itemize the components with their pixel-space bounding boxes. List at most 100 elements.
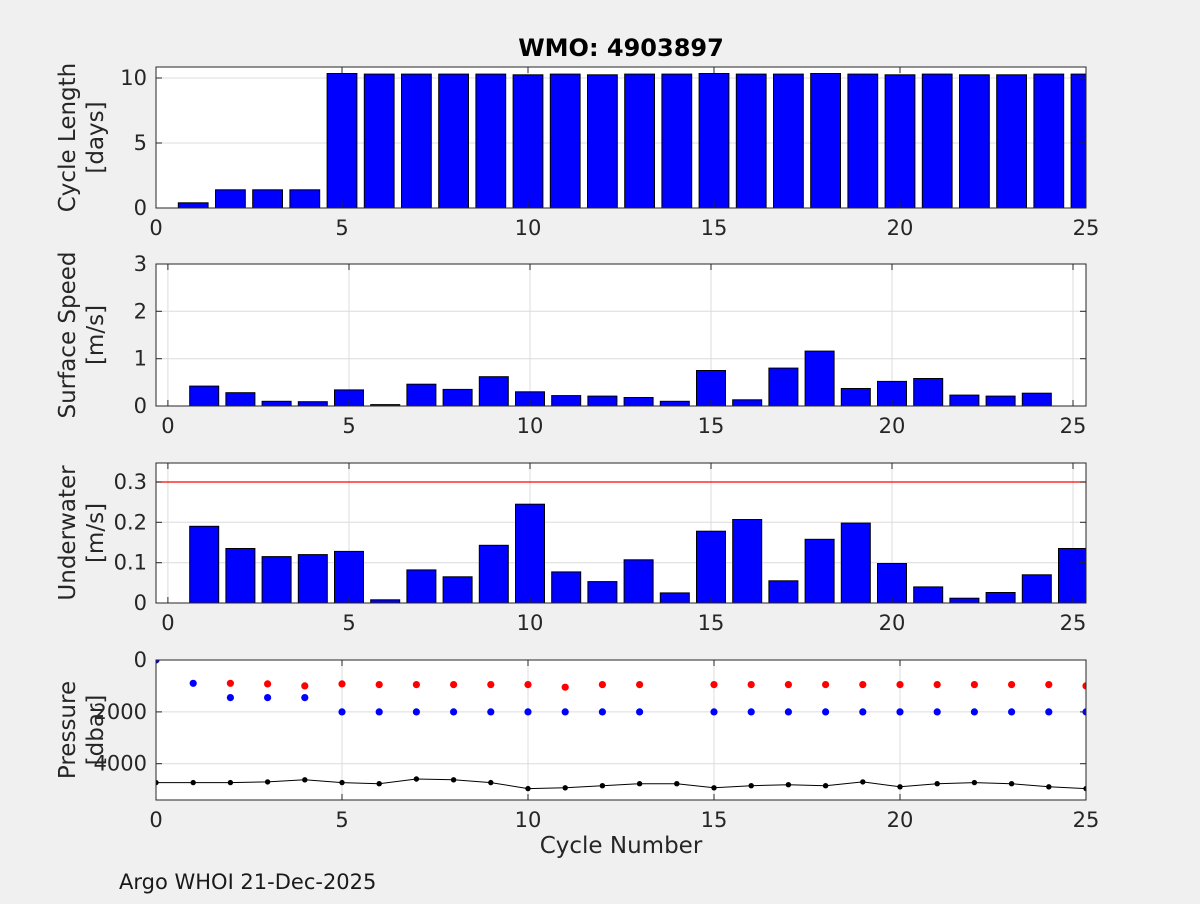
marker-park-pressure	[412, 681, 420, 689]
x-tick-label: 5	[342, 611, 355, 635]
bar	[913, 586, 944, 603]
bar	[261, 400, 292, 406]
x-tick-label: 20	[887, 216, 914, 240]
y-tick-label: 2000	[94, 700, 147, 724]
bar	[1033, 73, 1065, 208]
marker-bottom-pressure	[674, 781, 680, 787]
bar	[225, 392, 256, 406]
x-tick-label: 20	[879, 611, 906, 635]
bar	[334, 550, 364, 603]
marker-bottom-pressure	[785, 782, 792, 788]
marker-profile-pressure	[636, 708, 644, 716]
marker-bottom-pressure	[971, 779, 978, 786]
marker-profile-pressure	[747, 708, 755, 716]
x-tick-label: 5	[342, 414, 355, 438]
marker-profile-pressure	[710, 708, 718, 716]
y-tick-label: 0.3	[114, 470, 147, 494]
y-tick-label: 0.2	[114, 510, 147, 534]
bar	[401, 73, 432, 208]
marker-bottom-pressure	[748, 783, 754, 789]
bar	[215, 189, 246, 208]
bar	[732, 519, 763, 603]
y-tick-label: 2	[134, 299, 147, 323]
bar	[587, 581, 618, 603]
ylabel-pressure: Pressure	[55, 681, 81, 779]
x-tick-label: 15	[701, 216, 728, 240]
marker-park-pressure	[487, 681, 495, 689]
figure-title: WMO: 4903897	[518, 34, 724, 62]
marker-bottom-pressure	[190, 779, 196, 786]
bar	[189, 385, 220, 406]
y-tick-label: 0.1	[114, 551, 147, 575]
x-tick-label: 0	[161, 414, 174, 438]
x-tick-label: 0	[161, 611, 174, 635]
bar	[768, 580, 799, 603]
bar	[1058, 548, 1086, 603]
axes-box	[155, 659, 1087, 801]
marker-bottom-pressure	[264, 779, 271, 785]
bar	[549, 73, 581, 208]
line-bottom-pressure	[156, 778, 1086, 790]
bar	[698, 73, 730, 208]
marker-profile-pressure	[487, 708, 495, 716]
bar	[840, 388, 871, 406]
marker-profile-pressure	[524, 708, 532, 716]
marker-profile-pressure	[859, 708, 867, 716]
marker-bottom-pressure	[227, 779, 234, 786]
bar	[587, 74, 618, 208]
bar	[735, 73, 767, 208]
plot-area	[156, 660, 1086, 800]
marker-park-pressure	[524, 681, 532, 689]
bar	[289, 189, 321, 208]
marker-bottom-pressure	[1008, 781, 1015, 787]
bar	[478, 376, 509, 406]
ylabel-pressure-units: [dbar]	[83, 695, 109, 766]
x-tick-label: 15	[698, 611, 725, 635]
bar	[659, 400, 690, 406]
bar	[661, 73, 693, 208]
bar	[478, 544, 509, 603]
axes-box	[155, 263, 1087, 407]
bar	[949, 597, 980, 603]
marker-park-pressure	[710, 681, 718, 689]
marker-bottom-pressure	[302, 777, 308, 783]
marker-profile-pressure	[598, 708, 607, 716]
x-tick-label: 0	[149, 808, 162, 832]
marker-park-pressure	[226, 679, 234, 687]
bar	[624, 73, 656, 208]
y-tick-label: 0	[134, 648, 147, 672]
bar	[406, 569, 437, 603]
marker-profile-pressure	[450, 708, 458, 716]
marker-park-pressure	[636, 681, 644, 689]
x-tick-label: 10	[517, 611, 544, 635]
plot-area	[156, 264, 1086, 406]
x-tick-label: 10	[517, 414, 544, 438]
plot-area	[156, 463, 1086, 603]
x-tick-label: 25	[1060, 414, 1087, 438]
ylabel-underwater-speed-units: [m/s]	[83, 503, 109, 563]
bar	[551, 571, 582, 603]
bar	[252, 189, 283, 208]
bar	[261, 556, 292, 603]
bar	[921, 73, 953, 208]
y-tick-label: 3	[134, 252, 147, 276]
xaxis-label: Cycle Number	[539, 833, 703, 859]
marker-park-pressure	[598, 681, 607, 689]
bar	[847, 73, 879, 208]
marker-profile-pressure	[412, 708, 420, 716]
marker-bottom-pressure	[488, 779, 494, 786]
y-tick-label: 5	[134, 131, 147, 155]
bar	[773, 73, 804, 208]
marker-profile-pressure	[189, 679, 197, 687]
marker-park-pressure	[338, 680, 346, 688]
marker-profile-pressure	[1008, 708, 1016, 716]
marker-park-pressure	[1045, 681, 1053, 689]
marker-profile-pressure	[156, 660, 160, 664]
x-tick-label: 5	[335, 216, 348, 240]
bar	[189, 525, 220, 603]
marker-bottom-pressure	[450, 777, 457, 783]
footer-annotation: Argo WHOI 21-Dec-2025	[119, 870, 377, 894]
subplot-surface-speed: 0 5 10 15 20 25 0 1 2 3 Surface Speed [m/s]	[55, 251, 1087, 438]
bar	[959, 74, 990, 208]
marker-bottom-pressure	[339, 779, 345, 786]
